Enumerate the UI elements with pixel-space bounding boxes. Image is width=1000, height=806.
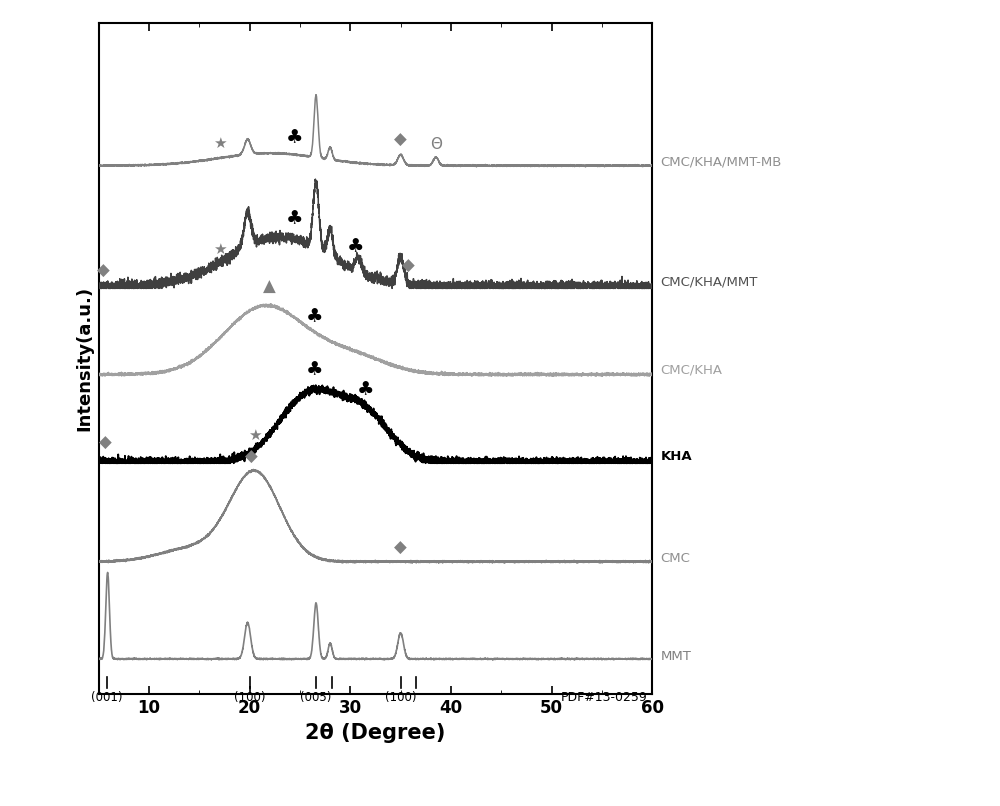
Text: CMC/KHA/MMT-MB: CMC/KHA/MMT-MB: [660, 156, 782, 169]
Text: PDF#13-0259: PDF#13-0259: [561, 691, 647, 704]
Text: ◆: ◆: [394, 131, 407, 148]
Text: ◆: ◆: [402, 257, 415, 275]
Text: ♣: ♣: [306, 307, 324, 326]
Text: ◆: ◆: [245, 447, 258, 466]
Y-axis label: Intensity(a.u.): Intensity(a.u.): [75, 286, 93, 431]
Text: ★: ★: [213, 242, 226, 257]
Text: ★: ★: [213, 136, 226, 151]
Text: (100): (100): [385, 691, 416, 704]
Text: MMT: MMT: [660, 650, 691, 663]
Text: ★: ★: [248, 428, 261, 443]
Text: ♣: ♣: [306, 360, 324, 380]
Text: ♣: ♣: [357, 380, 374, 399]
Text: Θ: Θ: [430, 137, 442, 152]
Text: ♣: ♣: [286, 128, 304, 147]
Text: CMC/KHA/MMT: CMC/KHA/MMT: [660, 276, 758, 289]
Text: ◆: ◆: [394, 538, 407, 557]
Text: ♣: ♣: [286, 210, 304, 229]
Text: ♣: ♣: [347, 237, 364, 256]
Text: (005): (005): [300, 691, 332, 704]
X-axis label: 2θ (Degree): 2θ (Degree): [305, 723, 446, 742]
Text: ◆: ◆: [97, 261, 110, 280]
Text: ◆: ◆: [99, 434, 112, 452]
Text: (001): (001): [91, 691, 122, 704]
Text: (100): (100): [234, 691, 265, 704]
Text: ▲: ▲: [263, 278, 276, 296]
Text: CMC/KHA: CMC/KHA: [660, 364, 722, 376]
Text: CMC: CMC: [660, 552, 690, 565]
Text: KHA: KHA: [660, 450, 692, 463]
